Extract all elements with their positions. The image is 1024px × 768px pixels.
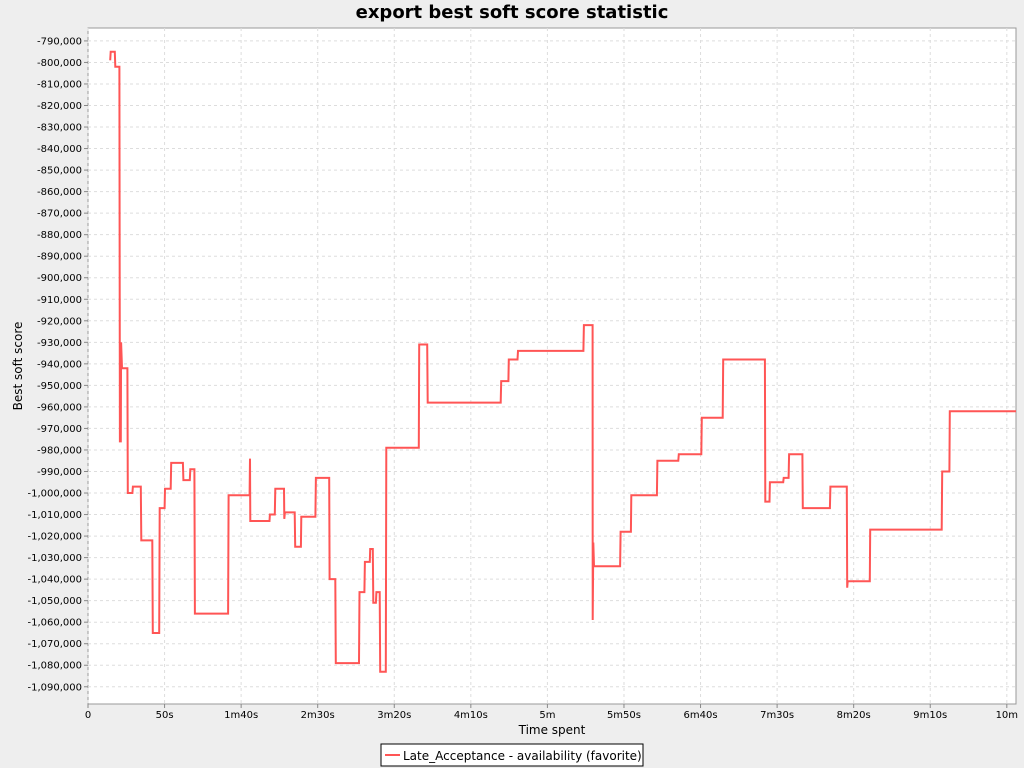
y-tick-label: -980,000 [37,445,82,456]
chart-title: export best soft score statistic [356,2,669,23]
x-tick-label: 50s [156,710,174,721]
y-tick-label: -850,000 [37,166,82,177]
y-tick-label: -900,000 [37,273,82,284]
x-tick-label: 10m [996,710,1018,721]
x-tick-label: 8m20s [837,710,871,721]
x-tick-label: 5m [539,710,555,721]
y-tick-label: -1,020,000 [27,532,82,543]
y-tick-label: -1,040,000 [27,575,82,586]
x-tick-label: 6m40s [684,710,718,721]
y-tick-label: -930,000 [37,338,82,349]
legend-box [380,743,644,767]
y-tick-label: -860,000 [37,187,82,198]
legend-entry: Late_Acceptance - availability (favorite… [403,749,642,763]
y-tick-label: -830,000 [37,123,82,134]
x-axis-label: Time spent [518,723,586,737]
y-tick-label: -1,090,000 [27,682,82,693]
x-axis-ticks: 0 50s 1m40s 2m30s 3m20s 4m10s 5m 5m50s 6m40s 7m30… [85,704,1018,721]
y-tick-label: -1,000,000 [27,489,82,500]
x-tick-label: 9m10s [913,710,947,721]
x-tick-label: 2m30s [301,710,335,721]
y-tick-label: -970,000 [37,424,82,435]
legend: Late_Acceptance - availability (favorite… [380,743,644,767]
grid-lines [87,28,1016,704]
y-tick-label: -1,060,000 [27,618,82,629]
y-tick-label: -880,000 [37,230,82,241]
y-tick-label: -840,000 [37,144,82,155]
y-tick-label: -920,000 [37,316,82,327]
y-tick-label: -1,010,000 [27,510,82,521]
y-tick-label: -800,000 [37,58,82,69]
x-tick-label: 7m30s [760,710,794,721]
y-tick-label: -990,000 [37,467,82,478]
x-tick-label: 0 [85,710,91,721]
x-tick-label: 5m50s [607,710,641,721]
y-tick-label: -910,000 [37,295,82,306]
y-tick-label: -1,080,000 [27,661,82,672]
y-tick-label: -940,000 [37,359,82,370]
x-tick-label: 3m20s [377,710,411,721]
y-tick-label: -1,070,000 [27,639,82,650]
y-axis-ticks: -790,000 -800,000 -810,000 -820,000 -830,000… [27,36,88,693]
series-line [109,50,1016,673]
x-tick-label: 1m40s [224,710,258,721]
y-tick-label: -820,000 [37,101,82,112]
y-tick-label: -960,000 [37,402,82,413]
series-layer [109,50,1016,673]
y-tick-label: -890,000 [37,252,82,263]
plot-area [87,27,1017,705]
y-tick-label: -870,000 [37,209,82,220]
y-tick-label: -1,030,000 [27,553,82,564]
y-tick-label: -950,000 [37,381,82,392]
y-tick-label: -810,000 [37,79,82,90]
y-axis-label: Best soft score [11,322,25,411]
y-tick-label: -790,000 [37,36,82,47]
y-tick-label: -1,050,000 [27,596,82,607]
x-tick-label: 4m10s [454,710,488,721]
